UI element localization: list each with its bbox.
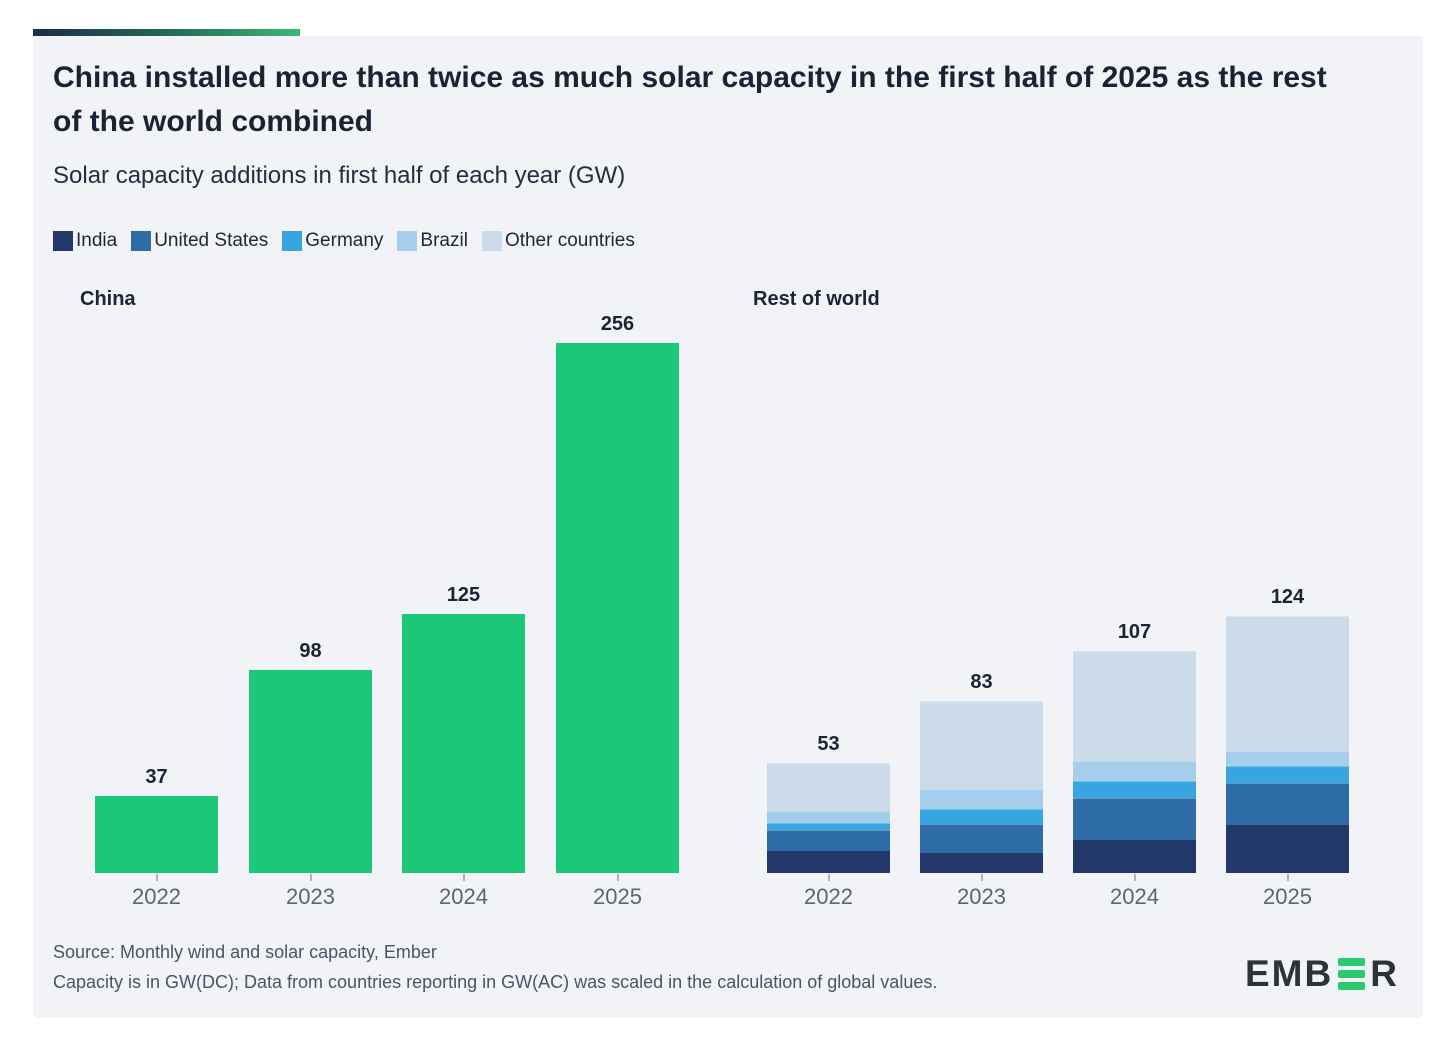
- bar-segment-germany-2024: [1073, 781, 1196, 799]
- x-axis-label-rest-2024: 2024: [1110, 884, 1159, 909]
- bar-segment-india-2023: [920, 852, 1043, 873]
- legend-swatch-germany: [282, 231, 303, 251]
- axis-tick-china-2024: [462, 874, 465, 881]
- legend-item-other-countries: Other countries: [481, 230, 635, 252]
- ember-logo-green-bar-1: [1338, 958, 1366, 966]
- axis-tick-rest-2024: [1133, 874, 1136, 881]
- bar-china-2024: [402, 614, 525, 873]
- bar-segment-brazil-2023: [920, 788, 1043, 810]
- ember-logo-green-bar-2: [1338, 970, 1366, 978]
- legend-item-germany: Germany: [282, 230, 383, 252]
- source-line-2: Capacity is in GW(DC); Data from countri…: [53, 972, 938, 992]
- bar-segment-germany-2025: [1226, 765, 1349, 783]
- panel-title-china: China: [80, 288, 136, 310]
- legend-swatch-united-states: [131, 231, 152, 251]
- bar-value-rest-2023: 83: [970, 671, 993, 694]
- bar-value-china-2022: 37: [145, 766, 168, 789]
- x-axis-label-china-2022: 2022: [132, 884, 181, 909]
- bar-segment-india-2025: [1226, 824, 1349, 873]
- chart-subtitle: Solar capacity additions in first half o…: [53, 162, 626, 189]
- legend-item-united-states: United States: [131, 230, 268, 252]
- chart-area: China Rest of world 37 2022 98 2023 125 2024 2…: [33, 36, 1423, 1018]
- bar-china-2025: [556, 343, 679, 873]
- bar-segment-united-states-2025: [1226, 782, 1349, 825]
- bar-segment-germany-2022: [767, 822, 890, 831]
- x-axis-label-china-2024: 2024: [439, 884, 488, 909]
- legend: India United States Germany Brazil Other cou…: [53, 230, 635, 252]
- legend-label: Other countries: [504, 230, 635, 251]
- ember-logo-green-bar-3: [1338, 982, 1366, 990]
- brand-accent-bar: [33, 29, 300, 36]
- bar-segment-other-countries-2025: [1226, 616, 1349, 752]
- legend-label: Germany: [305, 230, 384, 251]
- bar-segment-united-states-2022: [767, 830, 890, 852]
- bar-value-china-2025: 256: [600, 313, 635, 335]
- legend-swatch-brazil: [397, 231, 418, 251]
- legend-label: United States: [154, 230, 269, 251]
- x-axis-label-china-2023: 2023: [286, 884, 335, 909]
- bar-segment-germany-2023: [920, 809, 1043, 824]
- ember-logo-letters-right: R: [1370, 953, 1399, 994]
- source-line-1: Source: Monthly wind and solar capacity,…: [53, 942, 437, 962]
- ember-logo-green-e-icon: [1338, 958, 1366, 990]
- legend-swatch-india: [53, 231, 73, 251]
- bar-segment-india-2024: [1073, 840, 1196, 873]
- axis-tick-rest-2025: [1286, 874, 1289, 881]
- legend-item-india: India: [53, 230, 117, 252]
- bar-segment-other-countries-2022: [767, 763, 890, 812]
- ember-logo-letters-left: EMB: [1245, 953, 1334, 994]
- bar-value-rest-2022: 53: [817, 733, 840, 756]
- x-axis-label-rest-2023: 2023: [957, 884, 1006, 909]
- bar-value-rest-2025: 124: [1270, 586, 1305, 609]
- axis-tick-rest-2022: [827, 874, 830, 881]
- ember-logo: EMB R: [1245, 953, 1399, 995]
- legend-label: India: [76, 230, 118, 251]
- x-axis-label-rest-2022: 2022: [804, 884, 853, 909]
- bar-segment-india-2022: [767, 851, 890, 873]
- chart-card: China installed more than twice as much …: [33, 36, 1423, 1018]
- legend-label: Brazil: [420, 230, 468, 251]
- axis-tick-china-2023: [309, 874, 312, 881]
- bar-value-rest-2024: 107: [1117, 621, 1152, 644]
- bar-segment-other-countries-2023: [920, 701, 1043, 789]
- panel-title-rest-of-world: Rest of world: [753, 288, 880, 310]
- x-axis-label-china-2025: 2025: [593, 884, 642, 909]
- bar-segment-brazil-2024: [1073, 760, 1196, 782]
- bar-china-2022: [95, 796, 218, 873]
- legend-swatch-other-countries: [481, 231, 502, 251]
- legend-item-brazil: Brazil: [397, 230, 468, 252]
- axis-tick-china-2022: [155, 874, 158, 881]
- chart-title: China installed more than twice as much …: [53, 61, 1327, 138]
- bar-segment-united-states-2023: [920, 823, 1043, 853]
- bar-segment-brazil-2022: [767, 811, 890, 823]
- bar-value-china-2023: 98: [299, 640, 322, 663]
- source-note: Source: Monthly wind and solar capacity,…: [53, 937, 937, 997]
- x-axis-label-rest-2025: 2025: [1263, 884, 1312, 909]
- axis-tick-china-2025: [616, 874, 619, 881]
- bar-segment-other-countries-2024: [1073, 651, 1196, 761]
- bar-segment-brazil-2025: [1226, 751, 1349, 766]
- axis-tick-rest-2023: [980, 874, 983, 881]
- bar-segment-united-states-2024: [1073, 798, 1196, 841]
- bar-china-2023: [249, 670, 372, 873]
- bar-value-china-2024: 125: [446, 584, 481, 607]
